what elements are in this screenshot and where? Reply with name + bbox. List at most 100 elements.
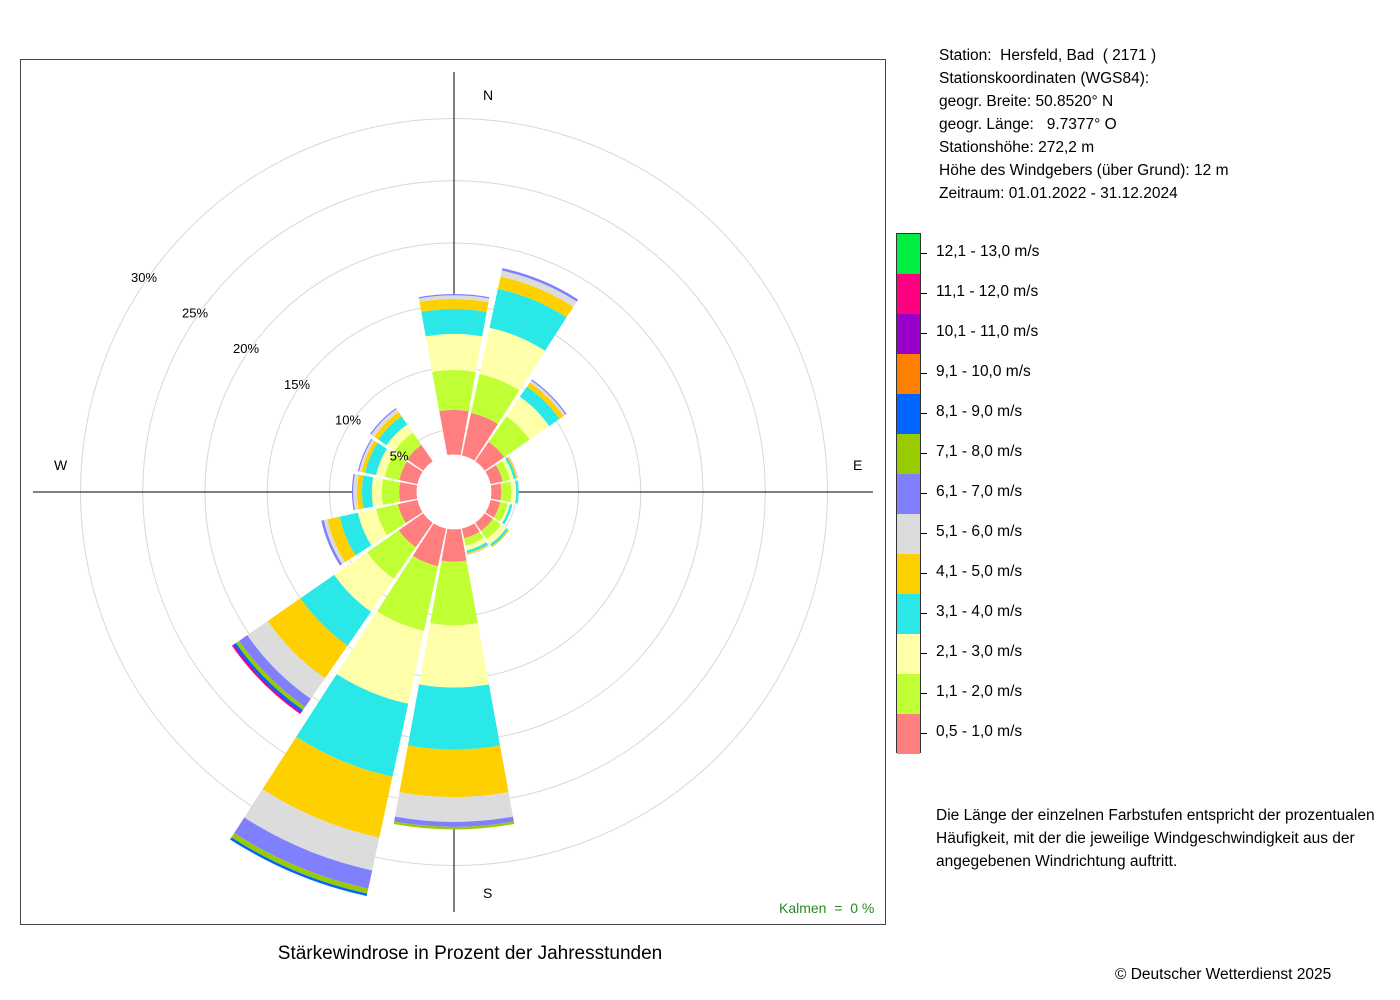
radial-tick-label-20: 20% xyxy=(233,341,259,356)
legend-swatch-4 xyxy=(897,594,920,634)
sector-n-class-4 xyxy=(421,308,487,337)
calm-label: Kalmen = 0 % xyxy=(779,900,875,916)
chart-title: Stärkewindrose in Prozent der Jahresstun… xyxy=(277,943,663,964)
station-height: Stationshöhe: 272,2 m xyxy=(939,139,1095,156)
sector-se-class-1 xyxy=(475,513,493,531)
sector-n-class-6 xyxy=(418,295,490,303)
sector-sw-class-7 xyxy=(239,635,311,707)
legend-tick xyxy=(921,533,927,534)
sector-ne-class-2 xyxy=(488,416,530,458)
sector-sse-class-1 xyxy=(461,523,480,539)
period: Zeitraum: 01.01.2022 - 31.12.2024 xyxy=(939,185,1178,202)
sector-w-class-2 xyxy=(381,479,401,505)
sector-nne-class-7 xyxy=(501,268,579,302)
direction-label-w: W xyxy=(54,457,68,473)
sector-ene-class-3 xyxy=(502,458,514,480)
sector-wnw-class-5 xyxy=(361,440,378,473)
sector-wsw-class-7 xyxy=(321,520,343,566)
legend-tick xyxy=(921,653,927,654)
sector-sse-class-5 xyxy=(467,544,489,555)
legend-label: 9,1 - 10,0 m/s xyxy=(936,363,1031,380)
legend-swatch-13 xyxy=(897,234,920,274)
sector-s-class-3 xyxy=(419,623,489,688)
sector-s-class-2 xyxy=(430,560,478,626)
radial-tick-label-30: 30% xyxy=(131,270,157,285)
sector-nne-class-1 xyxy=(461,412,498,461)
sector-ssw-class-8 xyxy=(231,833,369,894)
sector-nne-class-5 xyxy=(497,276,574,318)
sector-w-class-6 xyxy=(353,473,359,511)
sector-sw-class-4 xyxy=(300,574,372,646)
sector-nw-class-2 xyxy=(394,432,422,460)
sector-wsw-class-4 xyxy=(339,512,372,556)
legend-label: 5,1 - 6,0 m/s xyxy=(936,523,1023,540)
sector-ese-class-3 xyxy=(500,503,510,524)
sector-sw-class-1 xyxy=(398,513,433,548)
station-coords-header: Stationskoordinaten (WGS84): xyxy=(939,70,1150,87)
sector-nne-class-3 xyxy=(479,327,546,391)
legend-label: 1,1 - 2,0 m/s xyxy=(936,683,1023,700)
legend-label: 12,1 - 13,0 m/s xyxy=(936,243,1040,260)
sector-sse-class-6 xyxy=(467,545,490,556)
sector-n-class-7 xyxy=(418,294,490,299)
sector-sw-class-8 xyxy=(235,640,306,711)
sector-se-class-3 xyxy=(486,524,507,545)
legend-tick xyxy=(921,413,927,414)
sector-wsw-class-5 xyxy=(327,516,356,563)
radial-tick-label-25: 25% xyxy=(182,306,208,321)
direction-label-s: S xyxy=(483,885,492,901)
legend-tick xyxy=(921,333,927,334)
sector-nw-class-3 xyxy=(386,424,413,451)
station-name: Station: Hersfeld, Bad ( 2171 ) xyxy=(939,47,1157,64)
sector-ne-class-1 xyxy=(475,441,505,471)
sector-sw-class-9 xyxy=(233,642,304,713)
sector-wsw-class-3 xyxy=(357,508,388,546)
explanation-note: Die Länge der einzelnen Farbstufen entsp… xyxy=(936,807,1375,870)
sector-ne-class-6 xyxy=(529,380,566,417)
sector-sw-class-5 xyxy=(267,598,348,679)
sector-wsw-class-6 xyxy=(323,519,346,565)
sector-e-class-2 xyxy=(500,481,512,503)
sector-ese-class-4 xyxy=(502,504,513,525)
legend-label: 4,1 - 5,0 m/s xyxy=(936,563,1023,580)
sector-nne-class-4 xyxy=(489,288,567,351)
sector-sse-class-2 xyxy=(464,531,484,546)
legend-tick xyxy=(921,253,927,254)
sector-ene-class-1 xyxy=(485,465,503,485)
direction-label-e: E xyxy=(853,457,862,473)
sector-ene-class-4 xyxy=(505,457,517,480)
sector-ssw-class-6 xyxy=(244,789,380,871)
legend-tick xyxy=(921,693,927,694)
legend-label: 11,1 - 12,0 m/s xyxy=(936,283,1039,300)
sector-ese-class-2 xyxy=(493,502,508,522)
legend-tick xyxy=(921,453,927,454)
calm-circle xyxy=(416,454,492,530)
legend-tick xyxy=(921,373,927,374)
copyright: © Deutscher Wetterdienst 2025 xyxy=(1115,966,1332,983)
sector-wsw-class-1 xyxy=(398,499,423,524)
sector-n-class-3 xyxy=(425,333,483,372)
sector-nw-class-1 xyxy=(406,444,433,471)
station-longitude: geogr. Länge: 9.7377° O xyxy=(939,116,1117,133)
sector-nw-class-4 xyxy=(378,416,408,446)
sector-wnw-class-6 xyxy=(359,439,375,472)
sector-w-class-3 xyxy=(371,477,383,507)
sensor-height: Höhe des Windgebers (über Grund): 12 m xyxy=(939,162,1229,179)
sector-w-class-1 xyxy=(399,482,418,502)
sector-s-class-7 xyxy=(394,816,514,827)
sector-se-class-5 xyxy=(491,529,510,548)
sector-nw-class-5 xyxy=(374,412,402,440)
sector-nw-class-7 xyxy=(370,408,397,435)
sector-wnw-class-2 xyxy=(384,453,407,481)
legend-label: 7,1 - 8,0 m/s xyxy=(936,443,1023,460)
sector-sse-class-4 xyxy=(466,542,488,553)
sector-nne-class-6 xyxy=(500,270,577,307)
sector-s-class-8 xyxy=(393,821,515,830)
legend-swatch-11 xyxy=(897,314,920,354)
sector-e-class-3 xyxy=(510,480,517,504)
sector-se-class-4 xyxy=(490,528,509,547)
sector-e-class-4 xyxy=(515,480,519,504)
sector-ene-class-2 xyxy=(495,460,510,482)
sector-s-class-1 xyxy=(441,528,467,562)
legend-label: 3,1 - 4,0 m/s xyxy=(936,603,1023,620)
